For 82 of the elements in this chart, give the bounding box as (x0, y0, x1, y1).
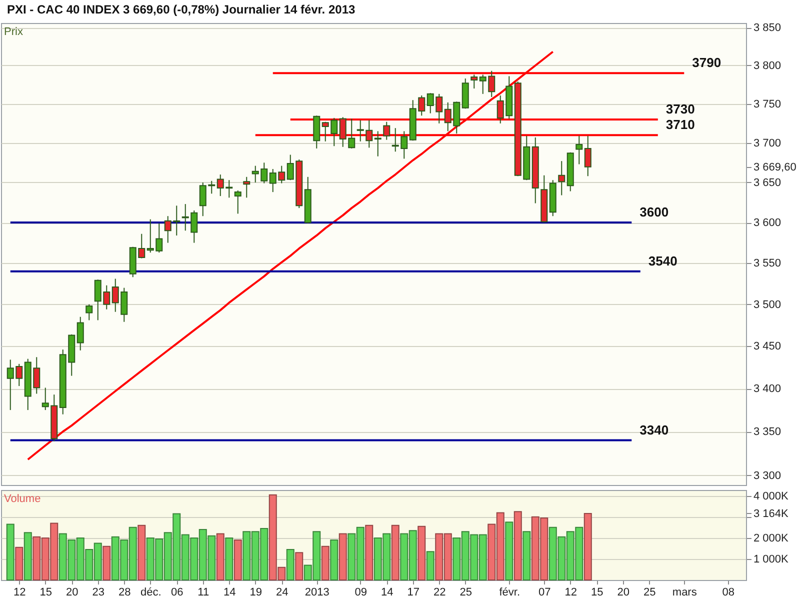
series-label: 3540 (648, 253, 678, 268)
x-tick-label: 23 (92, 586, 104, 598)
x-tick-label: 28 (118, 586, 131, 598)
bar (286, 549, 294, 580)
x-tick-label: 19 (250, 586, 262, 598)
x-tick-label: 17 (407, 586, 420, 598)
x-tick-label: 14 (381, 586, 394, 598)
y-tick-label: 3 700 (754, 137, 782, 150)
bar (505, 522, 514, 580)
bar (138, 524, 146, 580)
bar (6, 524, 14, 580)
series-label: 3790 (692, 55, 722, 70)
series-label: 3340 (640, 422, 669, 438)
candlestick (374, 130, 382, 157)
candlestick (243, 176, 250, 198)
x-tick-label: 25 (644, 586, 656, 598)
bar (418, 526, 426, 580)
series-label: 3730 (666, 102, 695, 117)
bar (24, 532, 32, 580)
y-axis-title: Prix (4, 26, 24, 38)
x-tick-label: févr. (499, 586, 520, 598)
y-tick-label: 4 000K (754, 490, 790, 502)
x-tick-label: 15 (591, 586, 604, 598)
x-tick-label: 07 (538, 586, 551, 598)
bar (234, 540, 242, 580)
y-tick-label: 3 800 (754, 60, 782, 72)
bar (338, 533, 347, 580)
y-tick-label: 3 750 (754, 98, 782, 110)
candlestick (383, 121, 390, 140)
y-tick-label: 3 850 (754, 22, 782, 34)
x-tick-label: 12 (14, 586, 26, 598)
x-tick-label: 20 (617, 586, 630, 598)
x-tick-label: déc. (140, 586, 162, 598)
bar (584, 512, 592, 580)
candlestick (86, 304, 93, 321)
bar (514, 511, 522, 580)
y-axis-title: Volume (4, 493, 41, 505)
chart-title: PXI - CAC 40 INDEX 3 669,60 (-0,78%) Journalier 14 févr. 2013 (7, 2, 356, 17)
candlestick (576, 135, 583, 165)
x-tick-label: mars (672, 586, 698, 598)
y-tick-label: 2 000K (754, 532, 790, 544)
bar (365, 524, 374, 580)
x-tick-label: 25 (460, 586, 472, 598)
x-tick-label: 06 (171, 586, 184, 598)
y-tick-label: 3 400 (754, 383, 782, 396)
x-tick-label: 2013 (304, 586, 330, 598)
bar (321, 546, 330, 580)
x-tick-label: 09 (354, 586, 367, 598)
candlestick (76, 316, 84, 351)
candlestick (584, 135, 592, 177)
y-tick-label: 3 669,60 (754, 161, 796, 174)
y-tick-label: 3 350 (754, 426, 782, 438)
x-tick-label: 11 (198, 586, 210, 598)
y-tick-label: 3 550 (754, 258, 782, 270)
bar (15, 546, 24, 580)
bar (330, 540, 338, 580)
candlestick (558, 160, 566, 196)
bar (216, 533, 224, 580)
bar (426, 551, 434, 580)
x-tick-label: 08 (722, 586, 734, 598)
y-tick-label: 3 500 (754, 298, 782, 311)
y-tick-label: 3 650 (754, 176, 782, 189)
y-tick-label: 1 000K (754, 553, 790, 566)
y-tick-label: 3 450 (754, 340, 782, 353)
bar (391, 524, 400, 580)
x-tick-label: 20 (66, 586, 78, 598)
candlestick (470, 74, 478, 90)
bar (295, 552, 304, 580)
y-tick-label: 3 164K (754, 508, 790, 520)
x-tick-label: 12 (564, 586, 577, 598)
y-tick-label: 3 300 (754, 470, 782, 482)
x-tick-label: 14 (224, 586, 236, 598)
bar (522, 531, 531, 580)
series-label: 3710 (666, 117, 695, 132)
x-tick-label: 15 (40, 586, 52, 598)
y-tick-label: 3 600 (754, 217, 782, 230)
series-label: 3600 (640, 204, 669, 220)
x-tick-label: 22 (434, 586, 446, 598)
bar (225, 537, 234, 580)
candlestick (234, 190, 242, 214)
x-tick-label: 24 (276, 586, 288, 598)
bar (102, 546, 111, 580)
